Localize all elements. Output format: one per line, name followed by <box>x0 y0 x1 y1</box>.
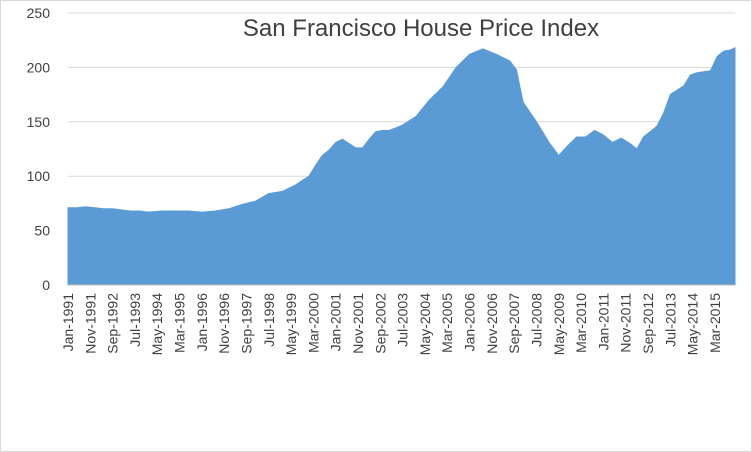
x-tick-label: May-1994 <box>149 293 165 355</box>
x-tick-label: Sep-2012 <box>640 293 656 354</box>
y-tick-label: 100 <box>27 168 51 184</box>
x-tick-label: Sep-1992 <box>105 293 121 354</box>
x-tick-label: Jan-2001 <box>328 293 344 352</box>
chart-title: San Francisco House Price Index <box>243 15 599 42</box>
x-tick-label: Jan-1991 <box>60 293 76 352</box>
x-tick-label: Mar-2015 <box>707 293 723 353</box>
x-tick-label: Jul-2003 <box>395 293 411 347</box>
x-tick-label: Jul-2013 <box>662 293 678 347</box>
y-tick-label: 200 <box>27 59 51 75</box>
x-tick-label: Jul-2008 <box>529 293 545 347</box>
x-tick-label: Sep-1997 <box>239 293 255 354</box>
x-tick-label: Nov-2001 <box>350 293 366 354</box>
x-tick-label: Mar-2010 <box>573 293 589 353</box>
x-tick-label: Jan-2011 <box>595 293 611 351</box>
x-tick-label: May-2014 <box>685 293 701 355</box>
x-tick-label: Nov-1996 <box>216 293 232 354</box>
x-tick-label: Nov-2006 <box>484 293 500 354</box>
x-tick-label: Nov-2011 <box>618 293 634 353</box>
x-tick-label: Sep-2007 <box>506 293 522 354</box>
y-axis-ticks: 0 50 100 150 200 250 <box>27 5 51 293</box>
y-tick-label: 50 <box>34 223 50 239</box>
x-tick-label: Mar-1995 <box>172 293 188 353</box>
x-tick-label: Sep-2002 <box>372 293 388 354</box>
y-tick-label: 0 <box>42 277 50 293</box>
x-tick-label: May-1999 <box>283 293 299 355</box>
x-tick-label: Nov-1991 <box>82 293 98 354</box>
x-tick-label: Jul-1993 <box>127 293 143 347</box>
x-tick-label: May-2009 <box>551 293 567 355</box>
x-tick-label: Jan-2006 <box>462 293 478 352</box>
y-tick-label: 150 <box>27 114 51 130</box>
x-tick-label: Mar-2000 <box>305 293 321 353</box>
price-index-area <box>67 46 736 286</box>
y-tick-label: 250 <box>27 5 51 21</box>
area-layer <box>67 46 736 286</box>
x-tick-label: Mar-2005 <box>439 293 455 353</box>
x-tick-label: Jan-1996 <box>194 293 210 352</box>
x-axis-ticks: Jan-1991 Nov-1991 Sep-1992 Jul-1993 May-1994… <box>60 293 723 355</box>
x-tick-label: May-2004 <box>417 293 433 355</box>
x-tick-label: Jul-1998 <box>261 293 277 347</box>
